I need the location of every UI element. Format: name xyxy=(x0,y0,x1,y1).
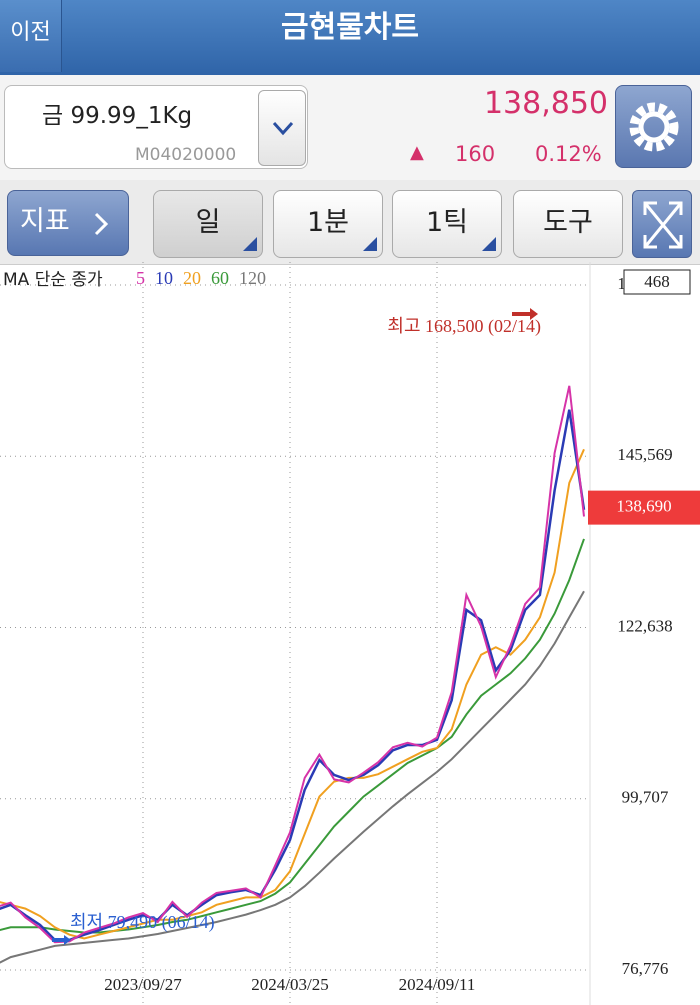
tools-button[interactable]: 도구 xyxy=(513,190,623,258)
price: 138,850 xyxy=(483,86,608,121)
change-arrow: ▲ xyxy=(410,142,424,163)
current-price-label: 138,690 xyxy=(616,497,671,516)
change: 160 xyxy=(455,142,496,166)
indicator-button[interactable]: 지표 xyxy=(7,190,129,256)
ma-line xyxy=(0,538,585,934)
low-annotation: 최저 79,490 (06/14) xyxy=(70,912,215,933)
current-price-box xyxy=(588,490,700,525)
x-tick-label: 2023/09/27 xyxy=(104,975,182,994)
symbol-box[interactable] xyxy=(4,85,308,169)
gear-icon xyxy=(629,102,679,152)
legend-entry: 5 xyxy=(136,268,145,288)
expand-button[interactable] xyxy=(632,190,692,258)
low-arrow-head xyxy=(64,935,71,945)
y-tick-label: 122,638 xyxy=(617,616,672,635)
legend-entry: 10 xyxy=(155,268,173,288)
legend-entry: 120 xyxy=(239,268,266,288)
plot-area xyxy=(0,385,586,964)
chart: 76,77699,707122,638145,569168,5002023/09… xyxy=(0,262,700,1005)
ma-line xyxy=(0,385,585,944)
ma-line xyxy=(0,409,586,942)
symbol: 금 99.99_1Kg xyxy=(42,103,193,129)
back-button[interactable]: 이전 xyxy=(0,0,62,72)
settings-button[interactable] xyxy=(615,85,692,168)
period-minute-button[interactable]: 1분 xyxy=(273,190,383,258)
legend-entry: 20 xyxy=(183,268,201,288)
button-label: 일 xyxy=(195,207,221,238)
high-arrow-head xyxy=(530,308,538,320)
button-label: 1틱 xyxy=(425,207,469,238)
button-label: 1분 xyxy=(306,207,350,238)
screen-title: 금현물차트 xyxy=(281,10,419,45)
chevron-icon xyxy=(272,121,294,136)
expand-icon xyxy=(643,201,683,249)
legend-title: MA 단순 종가 xyxy=(3,270,103,290)
symbol-code: M04020000 xyxy=(135,145,237,165)
indicator-label: 지표 xyxy=(20,206,70,237)
change-percent: 0.12% xyxy=(535,142,602,166)
legend-entry: 60 xyxy=(211,268,229,288)
x-tick-label: 2024/03/25 xyxy=(251,975,328,994)
y-tick-label: 99,707 xyxy=(622,788,669,807)
header-bar xyxy=(0,0,700,75)
button-label: 도구 xyxy=(543,207,593,238)
period-tick-button[interactable]: 1틱 xyxy=(392,190,502,258)
dropdown-button[interactable] xyxy=(258,90,306,166)
ma-line xyxy=(0,448,585,940)
chevron-icon xyxy=(94,212,109,236)
y-tick-label: 145,569 xyxy=(617,445,672,464)
count-box xyxy=(623,269,691,295)
y-tick-label: 76,776 xyxy=(622,959,669,978)
x-tick-label: 2024/09/11 xyxy=(399,975,476,994)
count-label: 468 xyxy=(644,272,670,291)
high-annotation: 최고 168,500 (02/14) xyxy=(387,316,541,337)
period-day-button[interactable]: 일 xyxy=(153,190,263,258)
ma-line xyxy=(0,590,585,964)
